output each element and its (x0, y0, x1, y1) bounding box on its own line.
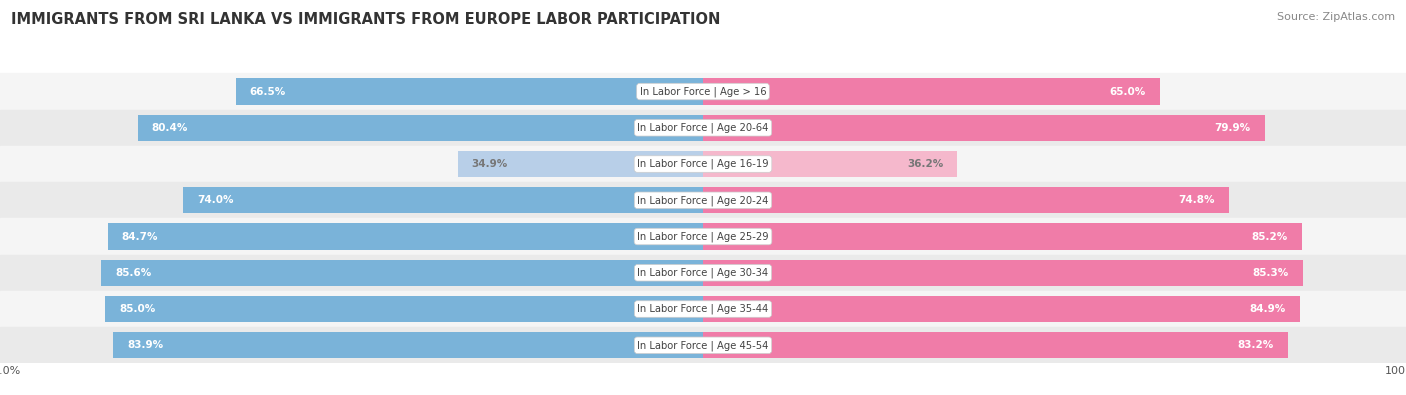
Text: 84.9%: 84.9% (1250, 304, 1286, 314)
Text: In Labor Force | Age 35-44: In Labor Force | Age 35-44 (637, 304, 769, 314)
Text: 84.7%: 84.7% (121, 231, 157, 241)
Text: In Labor Force | Age 20-64: In Labor Force | Age 20-64 (637, 122, 769, 133)
Bar (703, 151, 957, 177)
Bar (107, 224, 703, 250)
Text: 74.0%: 74.0% (197, 195, 233, 205)
Text: 85.6%: 85.6% (115, 268, 152, 278)
Text: In Labor Force | Age > 16: In Labor Force | Age > 16 (640, 86, 766, 97)
Bar (105, 296, 703, 322)
Text: 65.0%: 65.0% (1109, 87, 1146, 96)
Text: 83.2%: 83.2% (1237, 340, 1274, 350)
Text: In Labor Force | Age 25-29: In Labor Force | Age 25-29 (637, 231, 769, 242)
Text: In Labor Force | Age 16-19: In Labor Force | Age 16-19 (637, 159, 769, 169)
Bar (138, 115, 703, 141)
Bar (112, 332, 703, 358)
Text: 34.9%: 34.9% (471, 159, 508, 169)
Text: In Labor Force | Age 20-24: In Labor Force | Age 20-24 (637, 195, 769, 205)
Text: 74.8%: 74.8% (1178, 195, 1215, 205)
Bar (458, 151, 703, 177)
Text: 85.3%: 85.3% (1253, 268, 1289, 278)
Bar (703, 296, 1301, 322)
Text: In Labor Force | Age 45-54: In Labor Force | Age 45-54 (637, 340, 769, 350)
Text: IMMIGRANTS FROM SRI LANKA VS IMMIGRANTS FROM EUROPE LABOR PARTICIPATION: IMMIGRANTS FROM SRI LANKA VS IMMIGRANTS … (11, 12, 721, 27)
Bar (703, 224, 1302, 250)
Bar (0, 182, 1406, 218)
Text: Source: ZipAtlas.com: Source: ZipAtlas.com (1277, 12, 1395, 22)
Text: 85.2%: 85.2% (1251, 231, 1288, 241)
Text: 36.2%: 36.2% (907, 159, 943, 169)
Text: 79.9%: 79.9% (1215, 123, 1251, 133)
Bar (0, 291, 1406, 327)
Bar (183, 187, 703, 213)
Bar (0, 73, 1406, 110)
Bar (0, 146, 1406, 182)
Bar (236, 79, 703, 105)
Bar (0, 327, 1406, 363)
Bar (703, 79, 1160, 105)
Text: 66.5%: 66.5% (250, 87, 285, 96)
Text: In Labor Force | Age 30-34: In Labor Force | Age 30-34 (637, 267, 769, 278)
Legend: Immigrants from Sri Lanka, Immigrants from Europe: Immigrants from Sri Lanka, Immigrants fr… (517, 393, 889, 395)
Bar (101, 260, 703, 286)
Bar (703, 332, 1288, 358)
Bar (0, 255, 1406, 291)
Text: 83.9%: 83.9% (127, 340, 163, 350)
Bar (703, 260, 1303, 286)
Bar (0, 218, 1406, 255)
Text: 80.4%: 80.4% (152, 123, 188, 133)
Text: 85.0%: 85.0% (120, 304, 156, 314)
Bar (703, 187, 1229, 213)
Bar (0, 110, 1406, 146)
Bar (703, 115, 1265, 141)
